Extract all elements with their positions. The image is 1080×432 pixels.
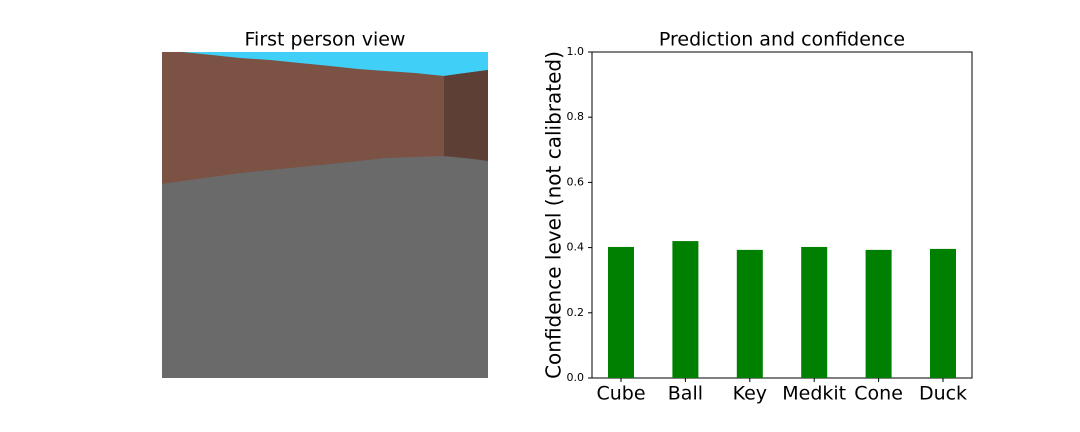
y-tick-label: 0.0 bbox=[567, 371, 585, 384]
y-tick-label: 0.2 bbox=[567, 306, 585, 319]
x-tick-label: Ball bbox=[668, 383, 703, 405]
first-person-image bbox=[162, 52, 488, 378]
bar bbox=[608, 246, 634, 378]
bar bbox=[736, 249, 763, 378]
y-tick-label: 0.4 bbox=[567, 241, 585, 254]
x-tick-label: Duck bbox=[919, 383, 967, 405]
bar bbox=[865, 249, 892, 378]
y-tick-label: 0.8 bbox=[567, 110, 585, 123]
wall-side bbox=[444, 70, 488, 161]
x-tick-label: Cube bbox=[596, 383, 645, 405]
wall bbox=[162, 52, 488, 184]
y-axis-label: Confidence level (not calibrated) bbox=[542, 51, 566, 379]
y-tick-label: 0.6 bbox=[567, 175, 585, 188]
x-tick-label: Cone bbox=[854, 383, 903, 405]
y-tick-label: 1.0 bbox=[567, 45, 585, 58]
bar bbox=[801, 246, 828, 378]
image-title: First person view bbox=[245, 29, 406, 51]
chart-title: Prediction and confidence bbox=[659, 29, 905, 51]
x-tick-label: Key bbox=[733, 383, 767, 405]
axes-frame bbox=[591, 51, 973, 379]
x-tick-label: Medkit bbox=[782, 383, 846, 405]
bar bbox=[930, 248, 956, 378]
bar bbox=[672, 241, 699, 378]
